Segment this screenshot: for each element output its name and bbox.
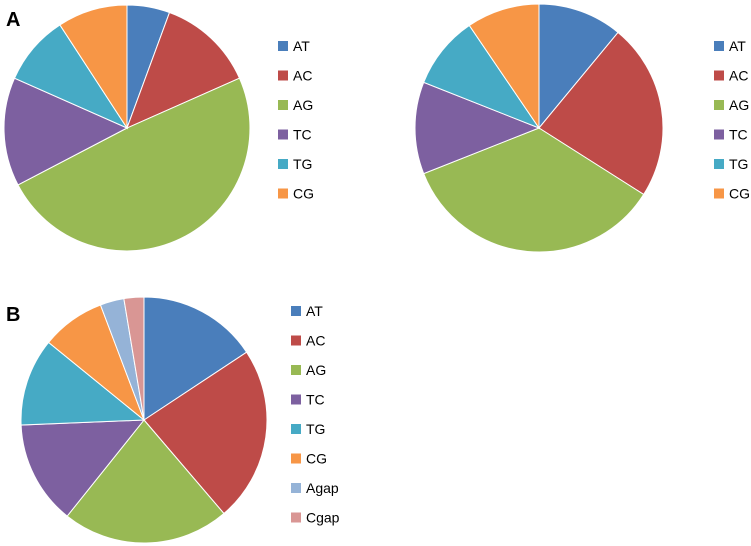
legend-label-cg: CG xyxy=(729,186,750,202)
legend-swatch-tg xyxy=(278,159,288,169)
legend-label-tc: TC xyxy=(306,392,325,408)
pie-chart-b xyxy=(20,296,268,544)
legend-a-left: AT AC AG TC TG CG xyxy=(278,38,314,202)
legend-swatch-tc xyxy=(291,394,301,405)
legend-label-ac: AC xyxy=(306,333,325,349)
pie-slice-tc xyxy=(20,419,146,517)
pie-slice-tg xyxy=(20,341,146,426)
panel-label-b: B xyxy=(6,304,20,326)
legend-label-cgap: Cgap xyxy=(306,510,340,526)
legend-label-ag: AG xyxy=(306,362,326,378)
legend-b: AT AC AG TC TG CG Agap Cgap xyxy=(291,303,340,526)
legend-swatch-at xyxy=(291,306,301,316)
pie-chart-a-left xyxy=(3,4,251,252)
legend-label-ag: AG xyxy=(729,97,749,113)
legend-swatch-at xyxy=(714,41,724,51)
legend-label-tg: TG xyxy=(306,421,325,437)
legend-swatch-tc xyxy=(714,129,724,140)
legend-swatch-cg xyxy=(291,453,301,464)
pie-slice-ag xyxy=(423,127,645,253)
legend-label-ag: AG xyxy=(293,97,313,113)
pie-chart-a-right xyxy=(414,3,664,253)
legend-label-at: AT xyxy=(306,303,323,319)
pie-slice-at xyxy=(143,296,248,421)
panel-label-a: A xyxy=(6,9,20,31)
pie-slice-tc xyxy=(3,77,129,186)
pie-slice-cg xyxy=(468,3,540,130)
pie-slice-ac xyxy=(538,31,664,196)
legend-swatch-ac xyxy=(291,335,301,346)
legend-swatch-ac xyxy=(278,70,288,81)
legend-swatch-cg xyxy=(714,188,724,199)
pie-slice-cgap xyxy=(123,296,145,421)
legend-swatch-ag xyxy=(291,365,301,375)
legend-label-at: AT xyxy=(293,38,310,54)
legend-label-tc: TC xyxy=(729,127,748,143)
legend-swatch-at xyxy=(278,41,288,51)
pie-slice-ac xyxy=(143,351,268,515)
legend-label-at: AT xyxy=(729,38,746,54)
pie-slice-tc xyxy=(414,81,541,175)
legend-label-tg: TG xyxy=(729,156,748,172)
legend-label-cg: CG xyxy=(306,451,327,467)
legend-swatch-tg xyxy=(291,424,301,434)
legend-swatch-tg xyxy=(714,159,724,169)
legend-label-tc: TC xyxy=(293,127,312,143)
legend-swatch-cg xyxy=(278,188,288,199)
legend-swatch-agap xyxy=(291,483,301,493)
legend-a-right: AT AC AG TC TG CG xyxy=(714,38,750,202)
legend-swatch-cgap xyxy=(291,512,301,523)
pie-slice-ac xyxy=(126,11,241,129)
legend-label-cg: CG xyxy=(293,186,314,202)
legend-label-tg: TG xyxy=(293,156,312,172)
legend-swatch-ag xyxy=(714,100,724,110)
legend-label-ac: AC xyxy=(729,68,748,84)
pie-slice-ag xyxy=(66,419,225,544)
legend-swatch-ac xyxy=(714,70,724,81)
legend-label-agap: Agap xyxy=(306,480,339,496)
legend-label-ac: AC xyxy=(293,68,312,84)
pie-slice-ag xyxy=(17,77,251,252)
pie-slice-cg xyxy=(59,4,128,130)
pie-slice-at xyxy=(538,3,619,130)
legend-swatch-ag xyxy=(278,100,288,110)
legend-swatch-tc xyxy=(278,129,288,140)
